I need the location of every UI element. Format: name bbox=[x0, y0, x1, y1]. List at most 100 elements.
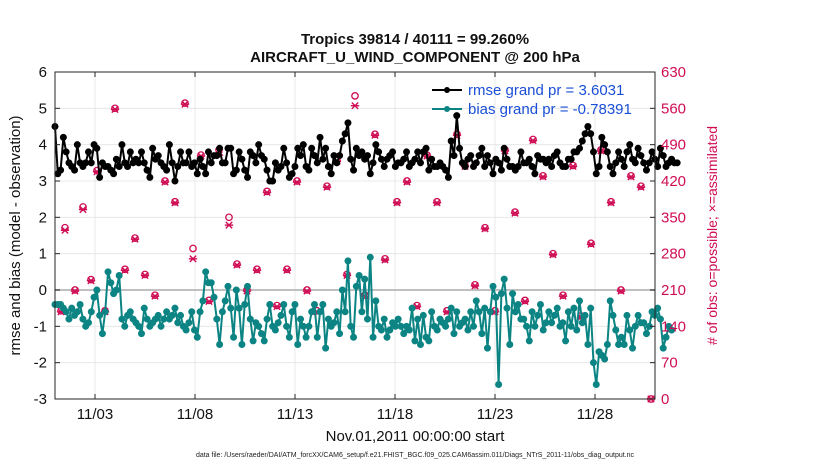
rmse-point bbox=[442, 166, 450, 174]
bias-point bbox=[213, 315, 221, 323]
bias-point bbox=[316, 308, 324, 316]
rmse-point bbox=[146, 173, 154, 181]
x-axis-label: Nov.01,2011 00:00:00 start bbox=[325, 428, 505, 445]
rmse-point bbox=[112, 155, 120, 163]
rmse-point bbox=[467, 152, 475, 160]
rmse-point bbox=[634, 144, 642, 152]
rmse-point bbox=[115, 162, 123, 170]
obs-assimilated-point bbox=[150, 292, 160, 300]
bias-point bbox=[302, 333, 310, 341]
rmse-point bbox=[216, 144, 224, 152]
rmse-point bbox=[598, 133, 606, 141]
bias-point bbox=[559, 319, 567, 327]
rmse-point bbox=[316, 133, 324, 141]
rmse-point bbox=[182, 159, 190, 167]
bias-point bbox=[280, 301, 288, 309]
rmse-point bbox=[472, 159, 480, 167]
rmse-point bbox=[333, 159, 341, 167]
grid bbox=[55, 71, 655, 400]
rmse-point bbox=[294, 144, 302, 152]
rmse-point bbox=[363, 152, 371, 160]
bias-point bbox=[472, 297, 480, 305]
rmse-point bbox=[642, 166, 650, 174]
bias-point bbox=[366, 253, 374, 261]
y-right-tick-label: 560 bbox=[661, 100, 686, 117]
obs-possible-point bbox=[539, 171, 547, 180]
obs-assimilated-point bbox=[224, 221, 234, 229]
rmse-point bbox=[352, 144, 360, 152]
legend-bias-marker bbox=[444, 106, 450, 112]
rmse-point bbox=[305, 166, 313, 174]
rmse-point bbox=[525, 155, 533, 163]
obs-assimilated-point bbox=[558, 292, 568, 300]
bias-point bbox=[188, 308, 196, 316]
obs-possible-point bbox=[607, 197, 615, 206]
obs-possible-point bbox=[225, 213, 233, 222]
bias-point bbox=[539, 326, 547, 334]
rmse-point bbox=[118, 141, 126, 149]
bias-point bbox=[87, 308, 95, 316]
obs-assimilated-point bbox=[520, 297, 530, 306]
y-left-tick-label: -1 bbox=[34, 318, 47, 335]
rmse-point bbox=[548, 162, 556, 170]
obs-possible-point bbox=[273, 301, 281, 310]
rmse-point bbox=[263, 166, 271, 174]
bias-point bbox=[196, 308, 204, 316]
bias-point bbox=[444, 315, 452, 323]
bias-point bbox=[656, 315, 664, 323]
y-left-tick-label: 0 bbox=[39, 282, 47, 299]
bias-point bbox=[322, 344, 330, 352]
rmse-point bbox=[578, 137, 586, 145]
rmse-point bbox=[645, 159, 653, 167]
bias-point bbox=[68, 304, 76, 312]
bias-point bbox=[308, 308, 316, 316]
bias-point bbox=[154, 311, 162, 319]
bias-point bbox=[135, 322, 143, 330]
obs-assimilated-point bbox=[70, 287, 80, 295]
bias-point bbox=[394, 315, 402, 323]
rmse-point bbox=[626, 141, 634, 149]
bias-point bbox=[319, 301, 327, 309]
obs-assimilated-point bbox=[528, 136, 538, 145]
bias-point bbox=[260, 337, 268, 345]
rmse-point bbox=[154, 152, 162, 160]
bias-point bbox=[241, 301, 249, 309]
rmse-point bbox=[659, 152, 667, 160]
bias-point bbox=[453, 308, 461, 316]
bias-point bbox=[171, 304, 179, 312]
rmse-point bbox=[562, 162, 570, 170]
obs-assimilated-point bbox=[160, 178, 170, 186]
bias-point bbox=[271, 326, 279, 334]
obs-assimilated-point bbox=[380, 256, 390, 264]
rmse-point bbox=[456, 144, 464, 152]
bias-point bbox=[126, 308, 134, 316]
rmse-point bbox=[124, 162, 132, 170]
rmse-point bbox=[93, 144, 101, 152]
bias-point bbox=[76, 301, 84, 309]
rmse-point bbox=[620, 162, 628, 170]
obs-assimilated-point bbox=[350, 102, 360, 110]
bias-point bbox=[634, 311, 642, 319]
rmse-point bbox=[503, 155, 511, 163]
bias-point bbox=[553, 304, 561, 312]
rmse-point bbox=[461, 162, 469, 170]
y-right-axis-label: # of obs: o=possible; ×=assimilated bbox=[704, 126, 720, 345]
y-left-tick-label: 1 bbox=[39, 246, 47, 263]
rmse-point bbox=[341, 130, 349, 138]
rmse-point bbox=[163, 166, 171, 174]
bias-point bbox=[199, 297, 207, 305]
bias-point bbox=[509, 290, 517, 298]
bias-point bbox=[310, 301, 318, 309]
obs-possible-point bbox=[111, 104, 119, 113]
bias-point bbox=[581, 311, 589, 319]
bias-point bbox=[355, 271, 363, 279]
bias-point bbox=[333, 308, 341, 316]
y-left-tick-label: 6 bbox=[39, 64, 47, 81]
bias-point bbox=[425, 337, 433, 345]
bias-point bbox=[475, 308, 483, 316]
rmse-point bbox=[202, 170, 210, 178]
obs-possible-point bbox=[263, 187, 271, 196]
obs-possible-point bbox=[637, 182, 645, 191]
bias-point bbox=[65, 315, 73, 323]
bias-point bbox=[380, 315, 388, 323]
